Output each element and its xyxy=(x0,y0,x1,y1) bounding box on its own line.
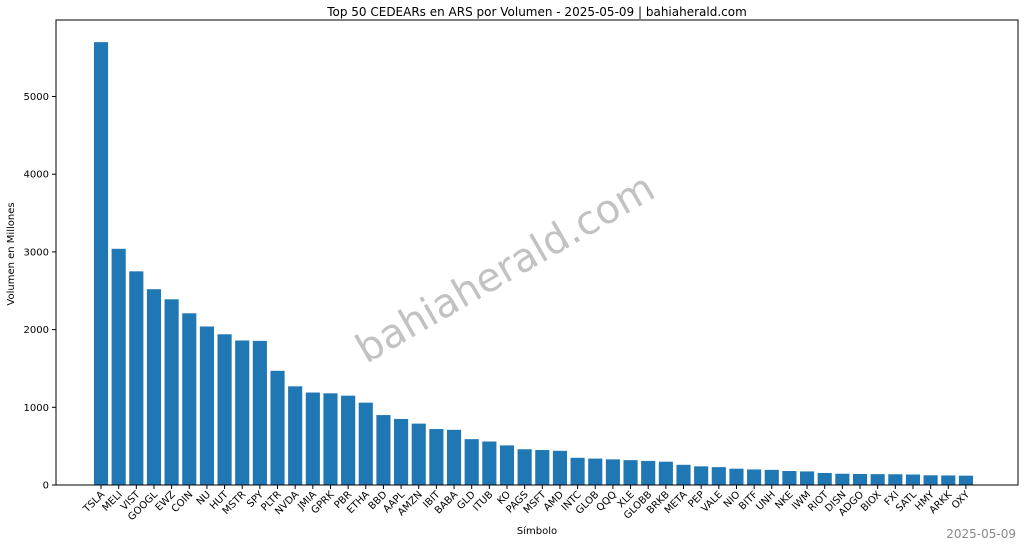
bar xyxy=(570,457,585,485)
bar xyxy=(729,468,744,485)
y-tick-label: 4000 xyxy=(24,170,49,181)
bar xyxy=(835,473,850,485)
bar xyxy=(588,458,603,485)
bar xyxy=(852,473,868,485)
bar xyxy=(676,464,691,485)
bar xyxy=(958,475,973,485)
bar xyxy=(888,474,903,485)
chart-title: Top 50 CEDEARs en ARS por Volumen - 2025… xyxy=(326,5,747,19)
bar xyxy=(358,402,373,485)
bar xyxy=(429,429,444,485)
bar xyxy=(199,326,214,485)
bar xyxy=(482,441,497,485)
bar xyxy=(376,415,391,485)
bar xyxy=(252,340,267,485)
x-tick-label: OXY xyxy=(950,489,973,512)
bar xyxy=(464,439,479,485)
plot-frame xyxy=(55,19,1019,486)
y-tick-label: 1000 xyxy=(24,403,49,414)
bar xyxy=(764,469,779,485)
footnote: 2025-05-09 xyxy=(946,527,1016,541)
bar xyxy=(323,393,338,485)
y-axis-label: Volumen en Millones xyxy=(6,202,17,305)
bar xyxy=(235,340,250,485)
bar xyxy=(658,461,673,485)
bar xyxy=(923,475,938,485)
bar xyxy=(800,471,815,485)
bar xyxy=(305,392,320,485)
x-tick-label: BIOX xyxy=(859,489,884,514)
watermark: bahiaherald.com xyxy=(348,165,662,373)
bar xyxy=(446,429,462,485)
bar xyxy=(641,460,656,485)
bar xyxy=(499,445,515,485)
x-axis-label: Símbolo xyxy=(517,525,557,537)
bar xyxy=(93,42,109,486)
bar xyxy=(870,474,885,485)
bar xyxy=(517,449,532,485)
bar xyxy=(535,450,550,485)
bar xyxy=(747,469,762,485)
x-tick-label: UNH xyxy=(754,489,778,513)
bar xyxy=(605,459,620,485)
bar xyxy=(394,418,409,485)
bar xyxy=(941,475,956,485)
bar xyxy=(164,299,179,485)
bar xyxy=(711,467,726,485)
bar xyxy=(817,472,832,485)
bar xyxy=(129,271,144,485)
bar xyxy=(782,471,797,485)
y-tick-label: 0 xyxy=(43,481,49,492)
bar xyxy=(146,289,162,485)
y-tick-label: 2000 xyxy=(24,325,49,336)
x-tick-label: NKE xyxy=(773,489,795,511)
y-tick-label: 3000 xyxy=(24,247,49,258)
bar xyxy=(341,395,356,485)
bar xyxy=(217,334,232,485)
bar xyxy=(288,386,303,485)
bar xyxy=(411,423,426,485)
bar xyxy=(694,466,709,485)
bar xyxy=(270,370,285,485)
y-tick-label: 5000 xyxy=(24,92,49,103)
bar xyxy=(905,474,921,485)
bar xyxy=(111,248,126,485)
bar xyxy=(182,313,197,485)
bar xyxy=(552,450,568,485)
x-tick-label: ITUB xyxy=(471,489,495,513)
bar xyxy=(623,460,638,485)
